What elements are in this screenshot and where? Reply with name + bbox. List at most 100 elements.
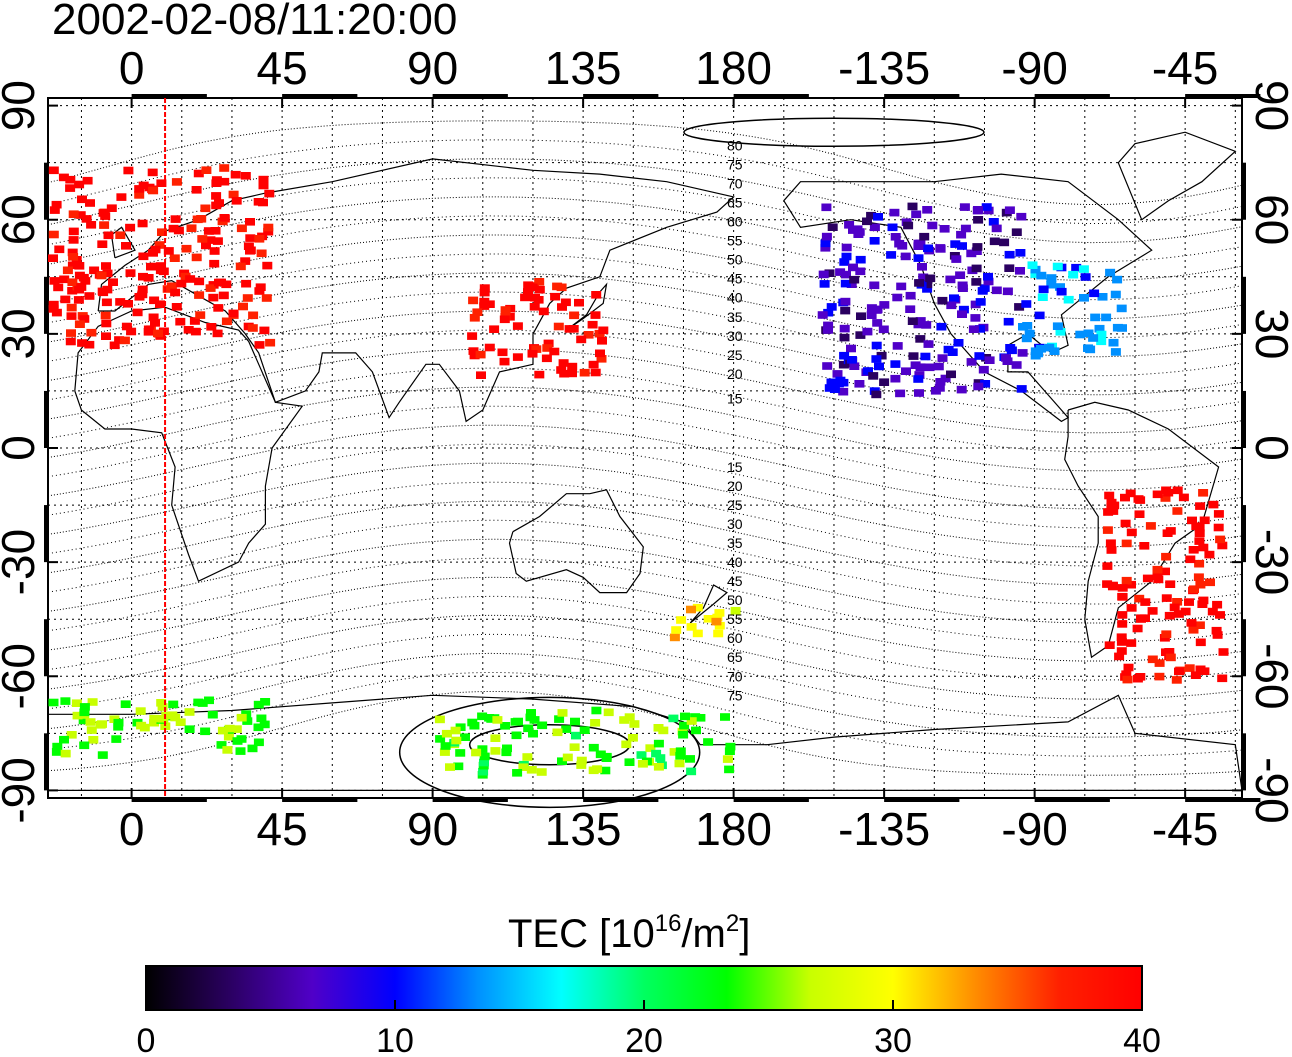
frame-band <box>583 94 659 98</box>
tec-cell <box>1117 611 1128 619</box>
tec-cell <box>935 244 946 252</box>
tec-cell <box>1016 385 1027 393</box>
tec-cell <box>258 181 269 190</box>
colorbar-tick-label: 40 <box>1123 1022 1161 1057</box>
tec-cell <box>219 164 230 172</box>
tec-cell <box>624 713 635 721</box>
tec-cell <box>1021 334 1032 343</box>
tec-cell <box>971 247 982 255</box>
tec-cell <box>240 172 251 180</box>
tec-cell <box>826 303 837 311</box>
tec-cell <box>1116 633 1127 641</box>
tec-cell <box>67 248 78 257</box>
tec-cell <box>259 326 270 335</box>
tec-cell <box>911 210 922 219</box>
tec-cell <box>557 709 568 717</box>
contour-label-north: 80 <box>727 138 743 154</box>
tec-cell <box>956 385 967 394</box>
tec-cell <box>1096 330 1107 339</box>
contour-line <box>47 177 1243 263</box>
tec-cell <box>262 261 273 270</box>
tec-cell <box>1160 494 1171 502</box>
tec-cell <box>1097 293 1108 301</box>
tec-cell <box>1110 290 1121 299</box>
tec-cell <box>1215 611 1225 619</box>
frame-band <box>1242 162 1246 220</box>
tec-cell <box>839 333 850 342</box>
tec-cell <box>88 736 99 744</box>
frame-band <box>1034 798 1110 802</box>
tec-cell <box>1213 523 1224 532</box>
tec-cell <box>1103 508 1114 516</box>
tec-cell <box>1122 675 1133 684</box>
tec-cell <box>518 763 529 771</box>
tec-cell <box>479 302 490 310</box>
frame-band <box>1242 619 1246 677</box>
tec-cell <box>513 717 523 726</box>
tec-cell <box>1003 317 1014 326</box>
tec-cell <box>821 232 832 241</box>
tec-cell <box>855 331 866 339</box>
tec-cell <box>550 292 561 301</box>
tec-cell <box>530 293 540 302</box>
tec-cell <box>827 223 838 231</box>
tec-cell <box>983 272 993 281</box>
north-pole-contour <box>683 117 985 147</box>
coastline <box>110 226 136 259</box>
bottom-tick-label: 180 <box>695 803 772 855</box>
tec-cell <box>86 726 97 734</box>
tec-cell <box>149 714 160 723</box>
tec-cell <box>914 389 924 397</box>
bottom-longitude-axis: 0 45 90 135 180 -135 -90 -45 <box>119 803 1219 855</box>
tec-cell <box>1049 347 1060 355</box>
tec-cell <box>200 727 211 736</box>
tec-cell <box>1217 674 1228 683</box>
tec-cell <box>1030 265 1041 274</box>
tec-cell <box>73 296 84 304</box>
tec-cell <box>854 380 865 388</box>
tec-cell <box>835 376 846 385</box>
tec-cell <box>108 278 118 286</box>
tec-cell <box>194 291 205 299</box>
tec-cell <box>866 311 877 319</box>
tec-cell <box>189 317 200 325</box>
contour-line <box>47 310 1243 396</box>
tec-cell <box>1194 537 1205 545</box>
tec-cell <box>1052 262 1063 271</box>
tec-cell <box>484 300 495 308</box>
tec-cell <box>119 336 130 345</box>
tec-colorbar: TEC [1016/m2] 0 10 20 30 40 <box>137 910 1161 1057</box>
tec-cell <box>214 199 224 207</box>
tec-cell <box>254 235 265 243</box>
top-tick-label: -90 <box>1001 42 1067 94</box>
contour-line <box>47 405 1243 491</box>
tec-cell <box>703 615 714 623</box>
tec-cell <box>686 767 697 776</box>
tec-cell <box>149 718 159 727</box>
tec-cell <box>523 724 534 733</box>
tec-cell <box>170 713 181 722</box>
tec-cell <box>1056 287 1067 296</box>
tec-cell <box>542 344 553 352</box>
contour-line <box>47 386 1243 472</box>
contour-line <box>47 329 1243 415</box>
tec-cell <box>157 228 167 236</box>
tec-cell <box>675 747 686 755</box>
tec-cell <box>590 368 601 377</box>
tec-cell <box>243 242 254 250</box>
tec-cell <box>143 328 154 336</box>
tec-cell <box>212 329 223 338</box>
tec-cell <box>835 268 846 276</box>
tec-cell <box>923 340 934 348</box>
tec-cell <box>490 734 501 742</box>
top-tick-label: 0 <box>119 42 145 94</box>
tec-cell <box>1152 565 1163 574</box>
tec-cell <box>82 176 93 185</box>
tec-cell <box>48 254 58 262</box>
tec-cell <box>158 327 169 336</box>
tec-cell <box>206 323 217 331</box>
tec-cell <box>223 732 234 741</box>
tec-cell <box>74 262 85 270</box>
contour-label-south: 45 <box>727 573 743 589</box>
tec-cell <box>844 221 855 229</box>
